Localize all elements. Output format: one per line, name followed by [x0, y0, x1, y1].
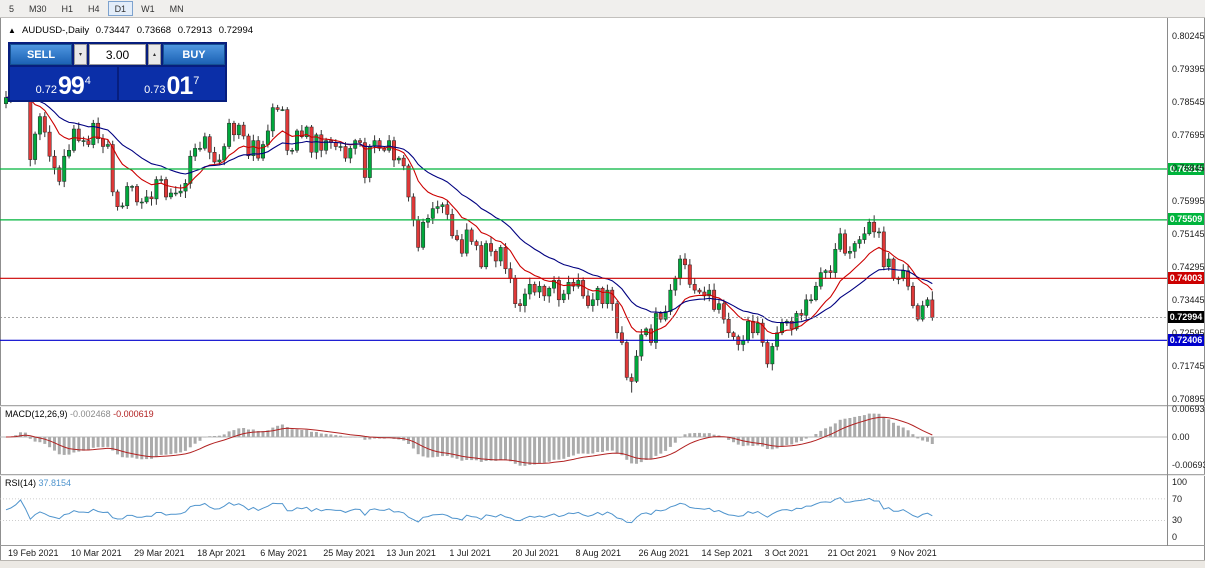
price-axis-border	[1167, 18, 1168, 546]
y-axis-label: 0.76845	[1172, 162, 1205, 173]
rsi-axis-label: 100	[1172, 477, 1188, 487]
y-axis-label: 0.71745	[1172, 360, 1205, 371]
panel-separator-macd[interactable]	[0, 405, 1205, 407]
macd-label: MACD(12,26,9) -0.002468 -0.000619	[5, 409, 154, 419]
y-axis-label: 0.72595	[1172, 327, 1205, 338]
ask-price: 0.73 01 7	[118, 67, 225, 100]
one-click-trading-panel: SELL ▾ 3.00 ▴ BUY 0.72 99 4 0.73 01 7	[8, 42, 227, 102]
volume-increment-button[interactable]: ▴	[148, 44, 161, 65]
ask-big-digits: 01	[166, 72, 193, 100]
price-badge-0.74003: 0.74003	[1168, 271, 1204, 284]
rsi-label: RSI(14) 37.8154	[5, 478, 72, 488]
y-axis-label: 0.75145	[1172, 228, 1205, 239]
bid-pip-digit: 4	[84, 75, 91, 87]
date-label: 19 Feb 2021	[8, 548, 59, 558]
y-axis-label: 0.75995	[1172, 195, 1205, 206]
window-bottom-strip	[0, 560, 1205, 568]
price-badge-0.72994: 0.72994	[1168, 311, 1204, 323]
volume-input[interactable]: 3.00	[89, 44, 146, 65]
bid-prefix: 0.72	[35, 84, 57, 96]
y-axis-label: 0.80245	[1172, 30, 1205, 41]
time-axis[interactable]: 19 Feb 2021 10 Mar 2021 29 Mar 2021 18 Apr …	[0, 546, 1167, 560]
candle-bodies	[4, 56, 935, 382]
macd-axis-label: 0.00	[1172, 431, 1190, 442]
volume-decrement-button[interactable]: ▾	[74, 44, 87, 65]
ohlc-high: 0.73668	[136, 25, 172, 36]
rsi-value: 37.8154	[38, 478, 72, 488]
date-label: 26 Aug 2021	[638, 548, 690, 558]
bid-price: 0.72 99 4	[10, 67, 117, 100]
date-label: 25 May 2021	[323, 548, 376, 558]
price-badge-0.72406: 0.72406	[1168, 333, 1204, 346]
date-label: 13 Jun 2021	[386, 548, 436, 558]
timeframe-button-h4[interactable]: H4	[88, 3, 100, 14]
rsi-axis-label: 30	[1172, 515, 1183, 526]
ask-prefix: 0.73	[144, 84, 166, 96]
timeframe-button-w1[interactable]: W1	[141, 3, 155, 14]
price-badge-0.75509: 0.75509	[1168, 213, 1204, 226]
macd-main-value: -0.002468	[70, 409, 111, 419]
ohlc-open: 0.73447	[95, 25, 131, 36]
timeframe-toolbar: 5 M30 H1 H4 D1 W1 MN	[0, 0, 1205, 18]
panel-separator-rsi[interactable]	[0, 474, 1205, 476]
macd-axis-label: 0.006936	[1172, 403, 1205, 414]
timeframe-button-m30[interactable]: M30	[29, 3, 47, 14]
y-axis-label: 0.78545	[1172, 96, 1205, 107]
chart-ohlc-header: ▲ AUDUSD-,Daily 0.73447 0.73668 0.72913 …	[8, 25, 257, 36]
symbol-label: AUDUSD-,Daily	[22, 25, 90, 36]
price-badge-0.76819: 0.76819	[1168, 162, 1204, 175]
date-label: 21 Oct 2021	[827, 548, 877, 558]
macd-signal-line	[5, 416, 933, 464]
overlay-ma-slow	[5, 92, 933, 324]
price-axis[interactable]: 0.76819 0.75509 0.74003 0.72406 0.72994 0.802…	[1167, 0, 1205, 568]
date-label: 6 May 2021	[260, 548, 308, 558]
rsi-axis-label: 70	[1172, 493, 1183, 504]
macd-axis-label: -0.006936	[1172, 459, 1205, 470]
y-axis-label: 0.77695	[1172, 129, 1205, 140]
time-scale-line	[0, 545, 1205, 546]
macd-signal-value: -0.000619	[113, 409, 154, 419]
timeframe-button-mn[interactable]: MN	[169, 3, 184, 14]
y-axis-label: 0.70895	[1172, 393, 1205, 404]
date-label: 14 Sep 2021	[701, 548, 753, 558]
overlay-ma-fast	[5, 87, 933, 335]
y-axis-label: 0.73445	[1172, 294, 1205, 305]
date-label: 1 Jul 2021	[449, 548, 491, 558]
date-label: 10 Mar 2021	[71, 548, 122, 558]
y-axis-label: 0.79395	[1172, 63, 1205, 74]
timeframe-button-d1[interactable]: D1	[107, 1, 134, 16]
date-label: 29 Mar 2021	[134, 548, 185, 558]
date-label: 20 Jul 2021	[512, 548, 559, 558]
rsi-line	[5, 497, 933, 524]
date-label: 18 Apr 2021	[197, 548, 246, 558]
ohlc-close: 0.72994	[218, 25, 254, 36]
y-axis-label: 0.74295	[1172, 261, 1205, 272]
buy-button[interactable]: BUY	[163, 44, 225, 65]
bid-big-digits: 99	[57, 72, 85, 100]
one-click-collapse-icon[interactable]: ▲	[8, 26, 16, 35]
rsi-axis-label: 0	[1172, 531, 1178, 542]
date-label: 3 Oct 2021	[764, 548, 809, 558]
timeframe-button-h1[interactable]: H1	[61, 3, 74, 14]
timeframe-buttons: 5 M30 H1 H4 D1 W1 MN	[2, 1, 192, 16]
date-label: 8 Aug 2021	[575, 548, 621, 558]
sell-button[interactable]: SELL	[10, 44, 72, 65]
timeframe-button-5[interactable]: 5	[9, 3, 15, 14]
ask-pip-digit: 7	[193, 75, 200, 87]
ohlc-low: 0.72913	[177, 25, 213, 36]
date-label: 9 Nov 2021	[890, 548, 937, 558]
macd-histogram	[4, 413, 934, 466]
